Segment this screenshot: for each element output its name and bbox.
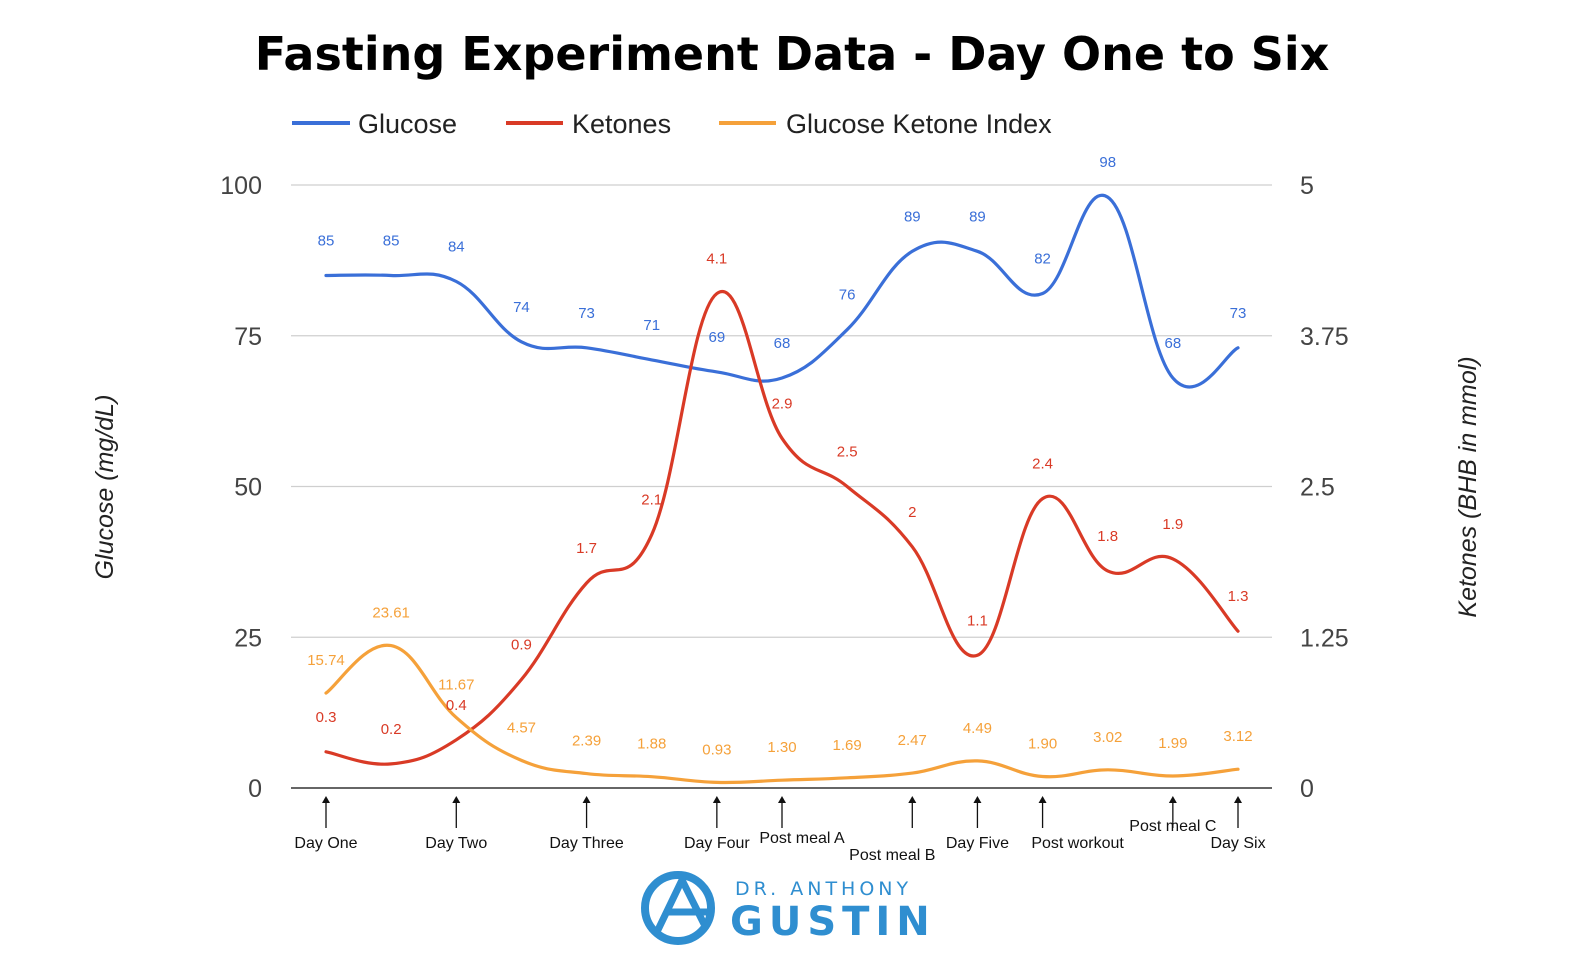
data-label-glucose: 69 [709, 329, 726, 346]
brand-name-small: DR. ANTHONY [735, 878, 912, 900]
annotation-arrowhead-icon [452, 796, 461, 803]
data-label-glucose: 68 [774, 335, 791, 352]
annotation-arrowhead-icon [712, 796, 721, 803]
data-label-gki: 4.57 [507, 719, 536, 736]
left-tick-label: 75 [234, 323, 262, 351]
data-label-gki: 23.61 [372, 605, 410, 622]
annotation-label: Day Five [946, 835, 1009, 852]
data-label-ketones: 2.4 [1032, 456, 1053, 473]
annotation-label: Day Three [549, 835, 624, 852]
data-label-ketones: 1.3 [1228, 588, 1249, 605]
annotation-arrowhead-icon [908, 796, 917, 803]
data-label-ketones: 0.2 [381, 721, 402, 738]
data-label-ketones: 2.1 [641, 492, 662, 509]
data-label-gki: 1.69 [833, 737, 862, 754]
annotation-label: Day One [294, 835, 357, 852]
data-label-ketones: 0.4 [446, 697, 467, 714]
annotation-arrowhead-icon [778, 796, 786, 803]
chart-title: Fasting Experiment Data - Day One to Six [255, 27, 1330, 81]
right-axis-title: Ketones (BHB in mmol) [1454, 356, 1482, 617]
annotation-label: Post meal B [849, 847, 935, 864]
data-label-glucose: 74 [513, 299, 530, 316]
annotation-arrowhead-icon [1038, 796, 1047, 803]
data-labels: 85 85 84 74 73 71 69 68 76 89 89 82 98 68 73 0.3 0.2 0.4 0… [307, 154, 1252, 758]
data-label-ketones: 0.9 [511, 636, 532, 653]
annotation-label: Post workout [1031, 835, 1124, 852]
data-label-ketones: 0.3 [316, 709, 337, 726]
right-tick-label: 0 [1300, 775, 1314, 803]
series-line-ketones [324, 289, 1240, 766]
data-label-gki: 0.93 [702, 741, 731, 758]
logo-circle-icon [641, 871, 715, 945]
annotation-arrowhead-icon [1234, 796, 1242, 803]
series-line-gki [324, 643, 1240, 785]
right-tick-label: 3.75 [1300, 323, 1349, 351]
data-label-ketones: 1.8 [1097, 528, 1118, 545]
gridlines [291, 184, 1272, 789]
data-label-glucose: 89 [904, 208, 921, 225]
brand-logo: DR. ANTHONY GUSTIN [641, 871, 936, 945]
annotation-arrowhead-icon [582, 796, 591, 803]
left-tick-label: 100 [220, 172, 262, 200]
left-tick-label: 50 [234, 474, 262, 502]
data-label-glucose: 73 [1230, 305, 1247, 322]
data-label-gki: 2.39 [572, 733, 601, 750]
data-label-glucose: 76 [839, 287, 856, 304]
right-tick-label: 5 [1300, 172, 1314, 200]
data-label-gki: 1.30 [767, 739, 796, 756]
data-label-gki: 2.47 [898, 732, 927, 749]
right-tick-label: 2.5 [1300, 474, 1335, 502]
data-label-glucose: 98 [1099, 154, 1116, 171]
annotation-label: Day Six [1210, 835, 1265, 852]
annotation-label: Post meal C [1129, 818, 1216, 835]
left-axis-title: Glucose (mg/dL) [91, 395, 119, 580]
annotation-arrowhead-icon [973, 796, 982, 803]
data-label-glucose: 68 [1165, 335, 1182, 352]
data-label-gki: 3.02 [1093, 729, 1122, 746]
data-label-gki: 1.99 [1158, 735, 1187, 752]
data-label-gki: 4.49 [963, 720, 992, 737]
left-tick-label: 0 [248, 775, 262, 803]
right-tick-label: 1.25 [1300, 624, 1349, 652]
annotation-arrowhead-icon [322, 796, 330, 803]
data-label-ketones: 1.1 [967, 612, 988, 629]
data-label-gki: 15.74 [307, 652, 345, 669]
data-label-ketones: 1.7 [576, 540, 597, 557]
data-label-glucose: 82 [1034, 251, 1051, 268]
right-axis-ticks: 0 1.25 2.5 3.75 5 [1300, 172, 1349, 803]
data-label-gki: 3.12 [1223, 728, 1252, 745]
annotation-arrowhead-icon [1168, 796, 1177, 803]
annotation-label: Day Two [425, 835, 487, 852]
data-label-glucose: 73 [578, 305, 595, 322]
data-label-gki: 1.90 [1028, 736, 1057, 753]
legend-label-ketones: Ketones [572, 109, 671, 139]
left-axis-ticks: 0 25 50 75 100 [220, 172, 262, 803]
logo-a-icon [652, 876, 712, 936]
legend-label-gki: Glucose Ketone Index [786, 109, 1052, 139]
data-label-ketones: 1.9 [1162, 516, 1183, 533]
data-label-gki: 11.67 [438, 677, 474, 694]
annotation-label: Day Four [684, 835, 750, 852]
series-line-glucose [324, 193, 1240, 389]
x-annotations: Day One Day Two Day Three Day Four Post meal… [294, 796, 1266, 864]
annotation-label: Post meal A [759, 830, 845, 847]
data-label-ketones: 2.5 [837, 444, 858, 461]
data-label-glucose: 85 [318, 232, 335, 249]
legend: Glucose Ketones Glucose Ketone Index [292, 109, 1052, 139]
data-label-ketones: 2 [908, 504, 916, 521]
left-tick-label: 25 [234, 624, 262, 652]
data-label-glucose: 89 [969, 208, 986, 225]
data-label-gki: 1.88 [637, 736, 666, 753]
data-label-ketones: 2.9 [772, 395, 793, 412]
data-label-glucose: 85 [383, 232, 400, 249]
data-label-glucose: 71 [643, 317, 660, 334]
data-label-glucose: 84 [448, 238, 465, 255]
data-label-ketones: 4.1 [706, 251, 727, 268]
series-lines [324, 193, 1240, 785]
legend-label-glucose: Glucose [358, 109, 457, 139]
brand-name-big: GUSTIN [730, 899, 936, 945]
